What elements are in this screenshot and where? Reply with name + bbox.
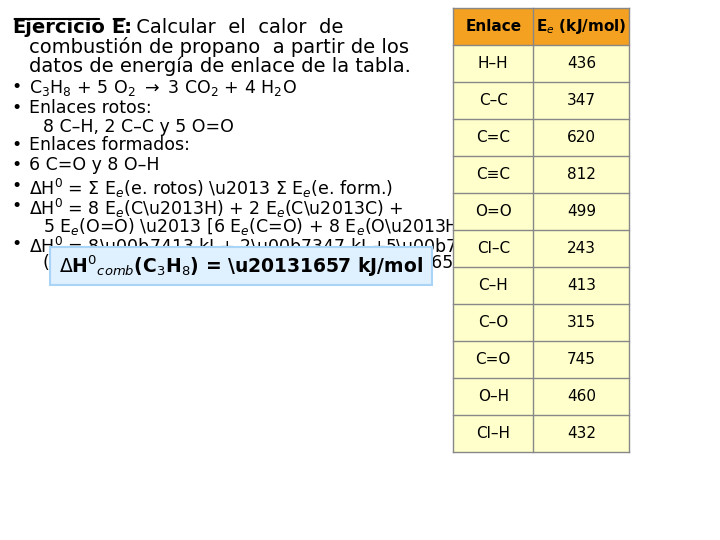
Text: 436: 436 [567,56,596,71]
Bar [453,230,629,267]
Bar [453,156,629,193]
Text: •: • [12,235,22,253]
FancyBboxPatch shape [50,247,433,285]
Text: combustión de propano  a partir de los: combustión de propano a partir de los [30,37,410,57]
Text: •: • [12,99,22,117]
Text: 413: 413 [567,278,596,293]
Text: Enlace: Enlace [465,19,521,34]
Text: $\Delta$H$^0$ = $\Sigma$ E$_e$(e. rotos) \u2013 $\Sigma$ E$_e$(e. form.): $\Delta$H$^0$ = $\Sigma$ E$_e$(e. rotos)… [30,177,393,200]
Text: C=O: C=O [475,352,511,367]
Text: 315: 315 [567,315,596,330]
Text: O=O: O=O [474,204,512,219]
Bar [453,45,629,82]
Text: 5 E$_e$(O=O) \u2013 [6 E$_e$(C=O) + 8 E$_e$(O\u2013H)]: 5 E$_e$(O=O) \u2013 [6 E$_e$(C=O) + 8 E$… [43,216,472,237]
Text: $\Delta$H$^0$ = 8\u00b7413 kJ + 2\u00b7347 kJ +5\u00b7499 kJ \u2013: $\Delta$H$^0$ = 8\u00b7413 kJ + 2\u00b73… [30,235,578,259]
Text: (6\u00b7745 kJ + 8\u00b7460 kJ) = \u20131657 kJ: (6\u00b7745 kJ + 8\u00b7460 kJ) = \u2013… [43,254,485,272]
Text: •: • [12,177,22,195]
Text: H–H: H–H [478,56,508,71]
Text: 8 C–H, 2 C–C y 5 O=O: 8 C–H, 2 C–C y 5 O=O [43,118,234,136]
Text: Ejercicio: Ejercicio [12,18,104,37]
Text: Calcular  el  calor  de: Calcular el calor de [130,18,343,37]
Text: C–H: C–H [478,278,508,293]
Text: •: • [12,136,22,154]
Bar [453,341,629,378]
Text: 745: 745 [567,352,596,367]
Bar [453,267,629,304]
Text: C≡C: C≡C [476,167,510,182]
Text: Enlaces rotos:: Enlaces rotos: [30,99,152,117]
Bar [453,82,629,119]
Bar [453,193,629,230]
Text: Cl–C: Cl–C [477,241,510,256]
Text: Enlaces formados:: Enlaces formados: [30,136,190,154]
Text: 812: 812 [567,167,596,182]
Text: datos de energía de enlace de la tabla.: datos de energía de enlace de la tabla. [30,56,411,76]
Text: 499: 499 [567,204,596,219]
Text: $\Delta$H$^0$$_{comb}$(C$_3$H$_8$) = \u20131657 kJ/mol: $\Delta$H$^0$$_{comb}$(C$_3$H$_8$) = \u2… [59,253,423,279]
Text: 6 C=O y 8 O–H: 6 C=O y 8 O–H [30,156,160,174]
Text: E:: E: [111,18,132,37]
Text: C=C: C=C [476,130,510,145]
Text: Cl–H: Cl–H [476,426,510,441]
Text: 243: 243 [567,241,596,256]
Text: 347: 347 [567,93,596,108]
Text: 620: 620 [567,130,596,145]
Text: O–H: O–H [477,389,509,404]
Text: C–O: C–O [478,315,508,330]
Text: 460: 460 [567,389,596,404]
Bar [453,378,629,415]
Text: E$_e$ (kJ/mol): E$_e$ (kJ/mol) [536,17,626,36]
Text: •: • [12,78,22,96]
Bar [453,119,629,156]
Bar [453,8,629,45]
Text: •: • [12,197,22,215]
Text: $\Delta$H$^0$ = 8 E$_e$(C\u2013H) + 2 E$_e$(C\u2013C) +: $\Delta$H$^0$ = 8 E$_e$(C\u2013H) + 2 E$… [30,197,404,220]
Bar [453,304,629,341]
Bar [453,415,629,452]
Text: C–C: C–C [479,93,508,108]
Text: •: • [12,156,22,174]
Text: C$_3$H$_8$ + 5 O$_2$ $\rightarrow$ 3 CO$_2$ + 4 H$_2$O: C$_3$H$_8$ + 5 O$_2$ $\rightarrow$ 3 CO$… [30,78,297,98]
Text: 432: 432 [567,426,596,441]
